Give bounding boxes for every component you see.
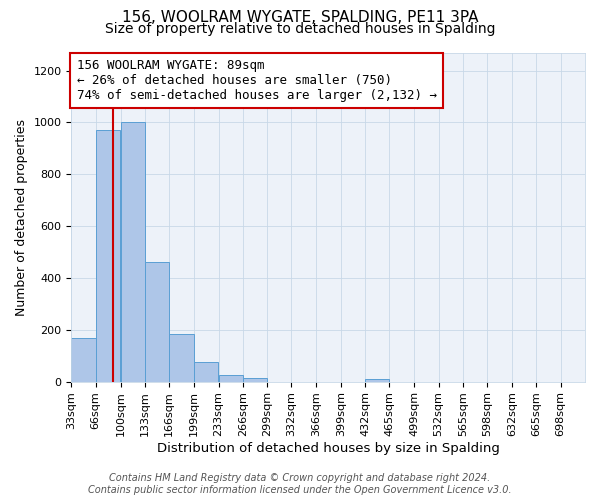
- Bar: [365, 379, 389, 382]
- Bar: [243, 378, 267, 382]
- Bar: [95, 130, 120, 382]
- Bar: [145, 262, 169, 382]
- Text: 156, WOOLRAM WYGATE, SPALDING, PE11 3PA: 156, WOOLRAM WYGATE, SPALDING, PE11 3PA: [122, 10, 478, 25]
- Bar: [71, 338, 95, 382]
- Text: Contains HM Land Registry data © Crown copyright and database right 2024.
Contai: Contains HM Land Registry data © Crown c…: [88, 474, 512, 495]
- Text: 156 WOOLRAM WYGATE: 89sqm
← 26% of detached houses are smaller (750)
74% of semi: 156 WOOLRAM WYGATE: 89sqm ← 26% of detac…: [77, 59, 437, 102]
- Bar: [121, 122, 145, 382]
- Bar: [218, 375, 243, 382]
- Bar: [169, 334, 194, 382]
- Y-axis label: Number of detached properties: Number of detached properties: [15, 118, 28, 316]
- Bar: [194, 362, 218, 382]
- X-axis label: Distribution of detached houses by size in Spalding: Distribution of detached houses by size …: [157, 442, 500, 455]
- Text: Size of property relative to detached houses in Spalding: Size of property relative to detached ho…: [105, 22, 495, 36]
